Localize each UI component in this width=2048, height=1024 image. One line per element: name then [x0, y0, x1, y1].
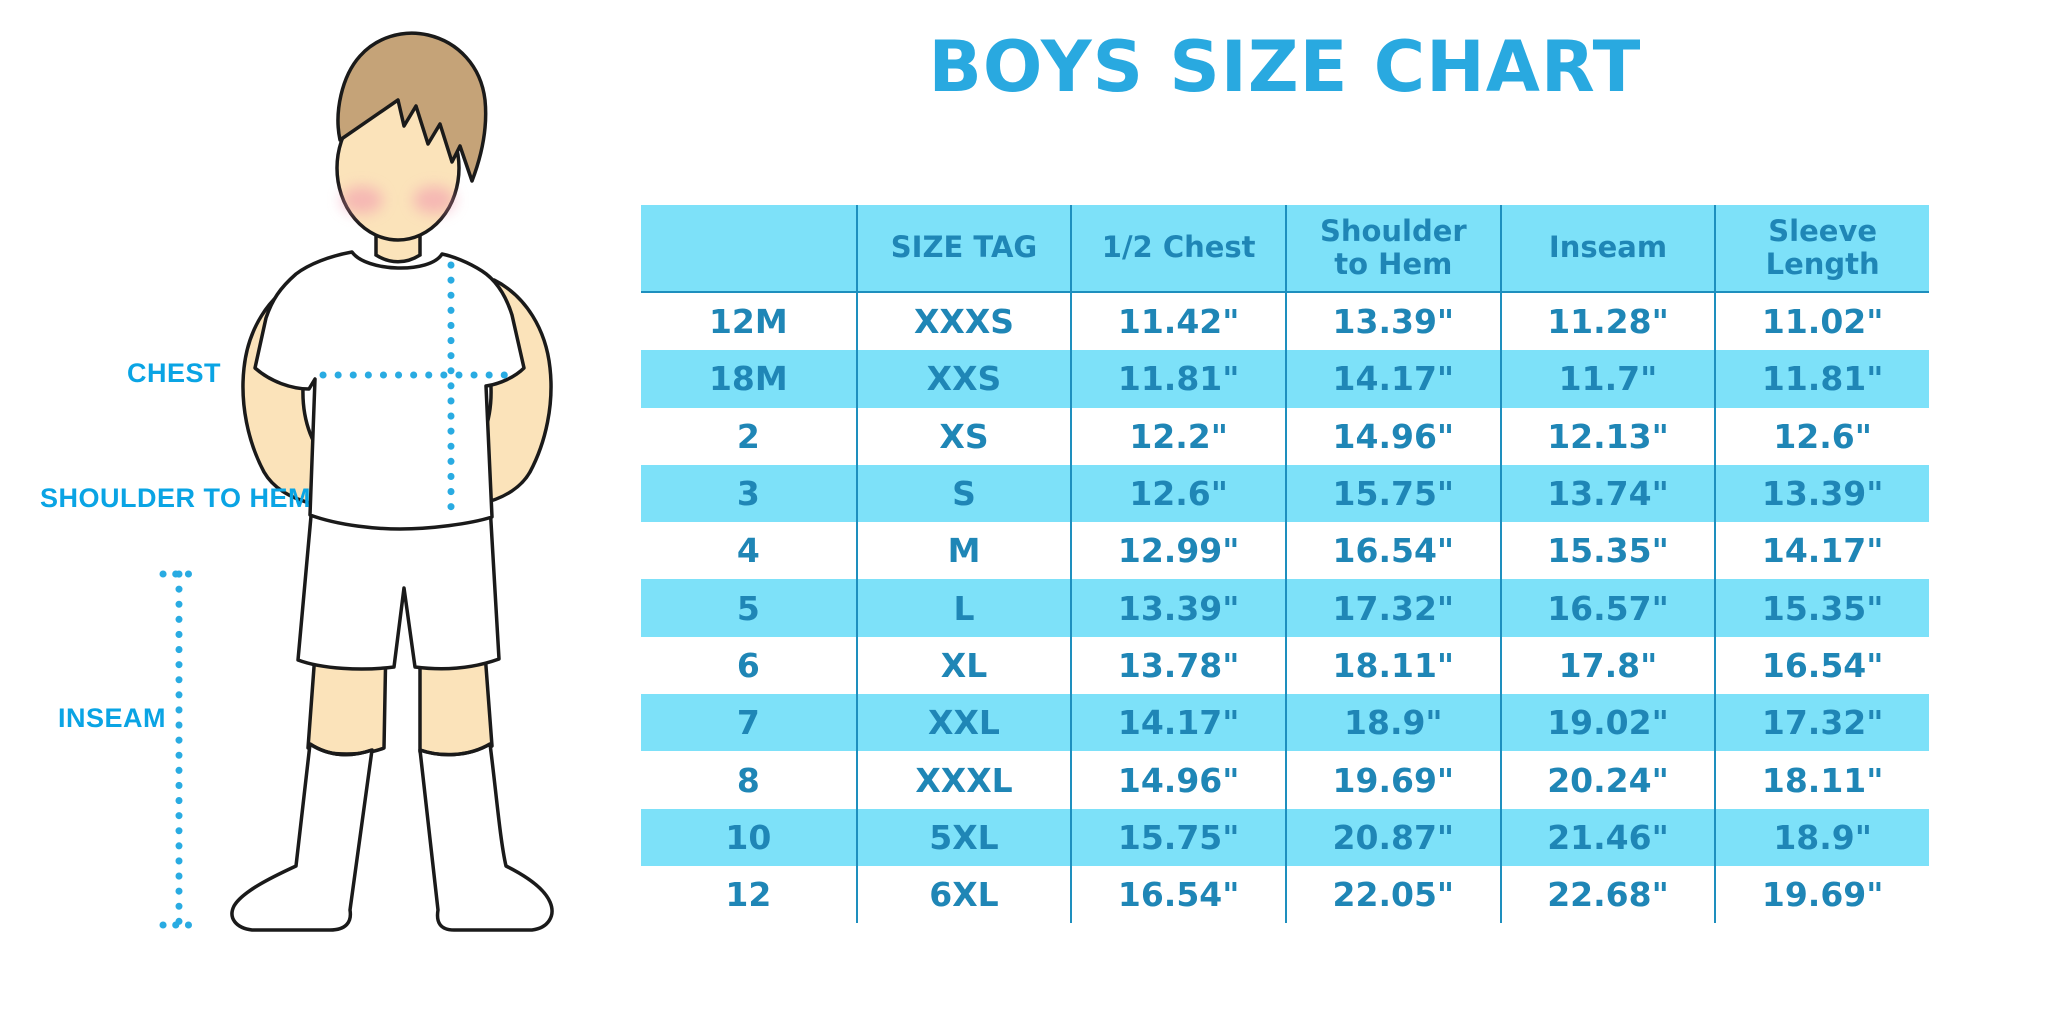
size-cell: 7 [641, 694, 856, 752]
value-cell: 14.96" [1070, 751, 1285, 809]
value-cell: 11.02" [1714, 293, 1929, 351]
size-cell: 18M [641, 350, 856, 408]
size-cell: 12M [708, 302, 788, 342]
value-cell: 14.17" [1285, 350, 1500, 408]
socks [230, 742, 554, 932]
value-cell: 16.54" [1070, 865, 1285, 924]
column-header: Sleeve Length [1714, 205, 1929, 293]
inseam-label: INSEAM [58, 703, 167, 733]
size-cell: 6 [736, 645, 760, 685]
value-cell: 11.7" [1499, 350, 1715, 408]
value-cell: 11.81" [1070, 350, 1285, 408]
value-cell: 12.6" [1070, 464, 1285, 523]
value-cell: 21.46" [1499, 808, 1715, 866]
value-cell: 13.39" [1714, 464, 1929, 523]
value-cell: 20.87" [1285, 808, 1500, 866]
shoulder-to-hem-label: SHOULDER TO HEM [40, 483, 312, 513]
value-cell: 13.39" [1285, 293, 1500, 351]
value-cell: XXL [855, 694, 1071, 752]
value-cell: 6XL [855, 865, 1071, 924]
value-cell: S [855, 464, 1071, 523]
value-cell: 16.54" [1285, 522, 1500, 580]
measurement-lines [159, 261, 509, 929]
boy-figure-illustration [159, 31, 554, 932]
value-cell: 17.32" [1714, 694, 1929, 752]
value-cell: 16.57" [1499, 579, 1715, 637]
value-cell: 15.75" [1285, 464, 1500, 523]
value-cell: 14.96" [1285, 407, 1500, 465]
value-cell: 15.35" [1499, 522, 1715, 580]
value-cell: 16.54" [1714, 636, 1929, 695]
value-cell: L [855, 579, 1071, 637]
page-title: BOYS SIZE CHART [928, 26, 1642, 108]
value-cell: 11.81" [1714, 350, 1929, 408]
size-cell: 3 [641, 464, 856, 523]
value-cell: 11.28" [1499, 293, 1715, 351]
size-cell: 5 [641, 579, 856, 637]
size-cell: 2 [736, 416, 760, 456]
value-cell: XS [855, 407, 1071, 465]
column-header [641, 205, 856, 293]
value-cell: 17.8" [1499, 636, 1715, 695]
size-cell: 12 [725, 875, 772, 915]
value-cell: 18.9" [1285, 694, 1500, 752]
value-cell: XXXS [855, 293, 1071, 351]
value-cell: 18.11" [1714, 751, 1929, 809]
value-cell: 12.13" [1499, 407, 1715, 465]
size-cell: 8 [736, 760, 760, 800]
value-cell: 14.17" [1714, 522, 1929, 580]
column-header: SIZE TAG [855, 205, 1071, 293]
value-cell: 18.11" [1285, 636, 1500, 695]
value-cell: 14.17" [1070, 694, 1285, 752]
value-cell: 15.75" [1070, 808, 1285, 866]
column-header: Inseam [1499, 205, 1715, 293]
value-cell: 12.2" [1070, 407, 1285, 465]
value-cell: 5XL [855, 808, 1071, 866]
value-cell: 19.02" [1499, 694, 1715, 752]
size-cell: 10 [641, 808, 856, 866]
value-cell: 11.42" [1070, 293, 1285, 351]
value-cell: 18.9" [1714, 808, 1929, 866]
hair [336, 31, 488, 183]
size-table: SIZE TAG 1/2 Chest Shoulder to Hem Inseam Sl… [641, 205, 1929, 924]
value-cell: 12.99" [1070, 522, 1285, 580]
value-cell: 13.78" [1070, 636, 1285, 695]
value-cell: 22.68" [1499, 865, 1715, 924]
value-cell: XXXL [855, 751, 1071, 809]
value-cell: M [855, 522, 1071, 580]
size-cell: 4 [736, 531, 760, 571]
value-cell: 13.39" [1070, 579, 1285, 637]
value-cell: 17.32" [1285, 579, 1500, 637]
column-header: 1/2 Chest [1070, 205, 1285, 293]
value-cell: 20.24" [1499, 751, 1715, 809]
value-cell: 13.74" [1499, 464, 1715, 523]
value-cell: 12.6" [1714, 407, 1929, 465]
shorts [296, 503, 501, 671]
blush-cheeks [341, 186, 455, 214]
chest-label: CHEST [127, 358, 222, 388]
value-cell: XXS [855, 350, 1071, 408]
value-cell: 22.05" [1285, 865, 1500, 924]
column-header: Shoulder to Hem [1285, 205, 1500, 293]
value-cell: 19.69" [1714, 865, 1929, 924]
value-cell: XL [855, 636, 1071, 695]
value-cell: 19.69" [1285, 751, 1500, 809]
value-cell: 15.35" [1714, 579, 1929, 637]
t-shirt [253, 250, 526, 531]
